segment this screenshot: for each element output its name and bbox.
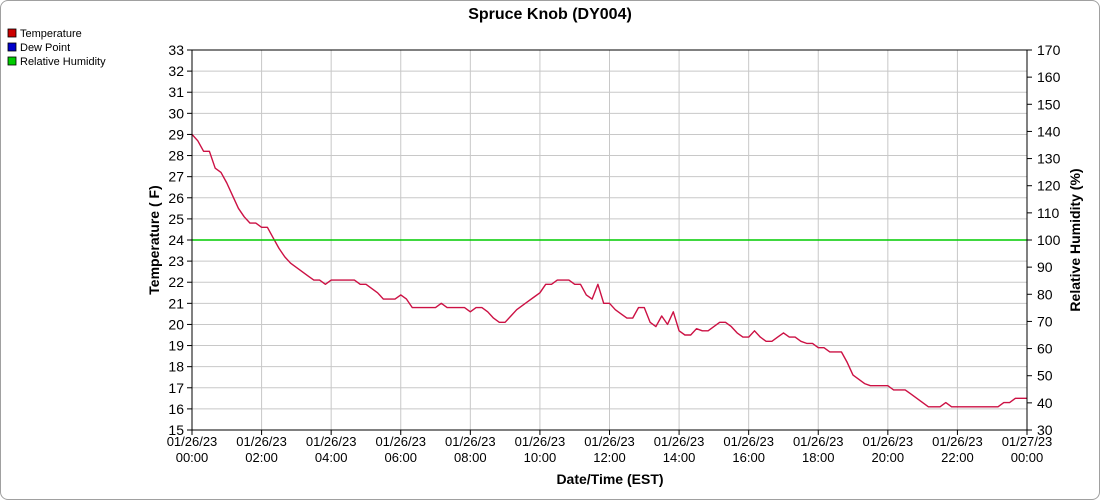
x-tick-date-label: 01/26/23 — [515, 434, 566, 449]
x-tick-date-label: 01/26/23 — [793, 434, 844, 449]
y-tick-label: 18 — [168, 359, 184, 375]
legend: Temperature Dew Point Relative Humidity — [7, 28, 106, 68]
y2-tick-label: 100 — [1037, 232, 1061, 248]
y2-tick-label: 110 — [1037, 205, 1060, 221]
x-tick-time-label: 00:00 — [1011, 450, 1044, 465]
y2-tick-label: 40 — [1037, 395, 1053, 411]
x-tick-time-label: 22:00 — [941, 450, 974, 465]
y-tick-label: 21 — [168, 295, 184, 311]
x-tick-date-label: 01/26/23 — [306, 434, 357, 449]
y-tick-label: 19 — [168, 338, 184, 354]
y-axis-ticks: 15 16 17 18 19 20 21 22 23 24 25 26 27 28 29 30 31 32 33 — [168, 42, 192, 438]
x-tick-time-label: 00:00 — [176, 450, 209, 465]
y2-tick-label: 150 — [1037, 96, 1061, 112]
chart-title: Spruce Knob (DY004) — [468, 6, 632, 23]
y2-tick-label: 140 — [1037, 123, 1061, 139]
x-tick-date-label: 01/26/23 — [654, 434, 705, 449]
y2-tick-label: 70 — [1037, 313, 1053, 329]
x-tick-time-label: 12:00 — [593, 450, 626, 465]
y-tick-label: 25 — [168, 211, 184, 227]
y-tick-label: 22 — [168, 274, 184, 290]
y-tick-label: 16 — [168, 401, 184, 417]
y2-axis-ticks: 30 40 50 60 70 80 90 100 110 120 130 140 150 160 170 — [1027, 42, 1061, 438]
series-temperature-line — [191, 133, 1027, 408]
x-tick-date-label: 01/26/23 — [584, 434, 635, 449]
legend-swatch-dew-point — [7, 42, 17, 52]
y-tick-label: 30 — [168, 105, 184, 121]
y2-tick-label: 120 — [1037, 178, 1061, 194]
series-group — [191, 133, 1027, 408]
legend-label-relative-humidity: Relative Humidity — [20, 56, 106, 68]
y-tick-label: 26 — [168, 190, 184, 206]
y-tick-label: 23 — [168, 253, 184, 269]
y2-tick-label: 160 — [1037, 69, 1061, 85]
y-tick-label: 31 — [168, 84, 184, 100]
y-tick-label: 20 — [168, 316, 184, 332]
x-tick-date-label: 01/26/23 — [167, 434, 218, 449]
y2-tick-label: 50 — [1037, 368, 1053, 384]
x-tick-date-label: 01/27/23 — [1002, 434, 1053, 449]
y-tick-label: 29 — [168, 126, 184, 142]
x-tick-time-label: 16:00 — [732, 450, 765, 465]
x-tick-time-label: 14:00 — [663, 450, 696, 465]
y-tick-label: 15 — [168, 422, 184, 438]
plot-area — [191, 49, 1028, 431]
y-tick-label: 27 — [168, 169, 184, 185]
y-tick-label: 28 — [168, 148, 184, 164]
y-tick-label: 24 — [168, 232, 184, 248]
x-tick-date-label: 01/26/23 — [723, 434, 774, 449]
y2-tick-label: 30 — [1037, 422, 1053, 438]
x-axis-label: Date/Time (EST) — [556, 471, 663, 487]
x-axis-ticks: 01/26/2300:0001/26/2302:0001/26/2304:000… — [167, 430, 1053, 465]
x-tick-time-label: 02:00 — [245, 450, 278, 465]
x-tick-time-label: 18:00 — [802, 450, 835, 465]
x-tick-time-label: 10:00 — [524, 450, 557, 465]
y-tick-label: 17 — [168, 380, 184, 396]
x-tick-date-label: 01/26/23 — [445, 434, 496, 449]
legend-swatch-relative-humidity — [7, 56, 17, 66]
x-tick-date-label: 01/26/23 — [236, 434, 287, 449]
x-tick-time-label: 20:00 — [872, 450, 905, 465]
x-tick-time-label: 06:00 — [384, 450, 417, 465]
legend-swatch-temperature — [7, 28, 17, 38]
y2-tick-label: 80 — [1037, 286, 1053, 302]
legend-label-dew-point: Dew Point — [20, 42, 70, 54]
y2-tick-label: 90 — [1037, 259, 1053, 275]
y2-tick-label: 130 — [1037, 151, 1061, 167]
y2-axis-label: Relative Humidity (%) — [1067, 168, 1083, 311]
y2-tick-label: 170 — [1037, 42, 1061, 58]
legend-label-temperature: Temperature — [20, 28, 82, 40]
x-tick-time-label: 08:00 — [454, 450, 487, 465]
y-axis-label: Temperature ( F) — [146, 185, 162, 294]
x-tick-date-label: 01/26/23 — [375, 434, 426, 449]
x-tick-date-label: 01/26/23 — [863, 434, 914, 449]
x-tick-date-label: 01/26/23 — [932, 434, 983, 449]
x-tick-time-label: 04:00 — [315, 450, 348, 465]
y2-tick-label: 60 — [1037, 341, 1053, 357]
y-tick-label: 32 — [168, 63, 184, 79]
y-tick-label: 33 — [168, 42, 184, 58]
